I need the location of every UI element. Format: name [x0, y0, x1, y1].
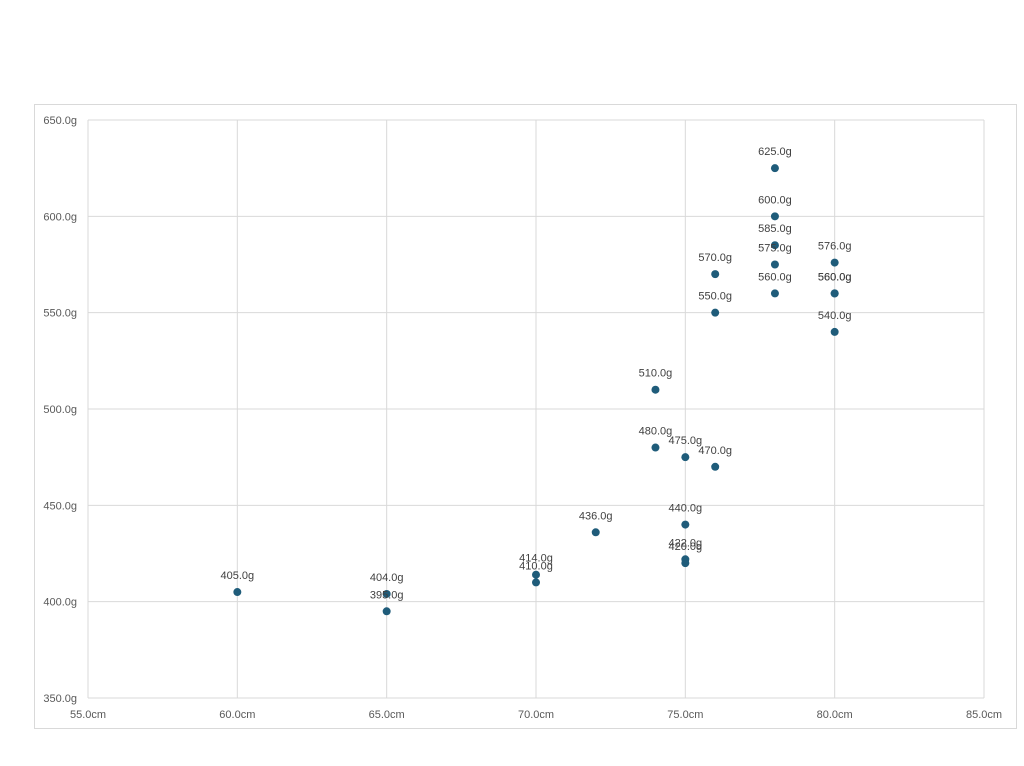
- data-label: 550.0g: [698, 291, 732, 303]
- data-label: 440.0g: [669, 503, 703, 515]
- data-label: 560.0g: [758, 271, 792, 283]
- y-tick-label: 350.0g: [43, 693, 77, 705]
- data-label: 625.0g: [758, 146, 792, 158]
- data-label: 470.0g: [698, 445, 732, 457]
- data-point: [382, 589, 391, 598]
- data-point: [382, 607, 391, 616]
- data-label: 585.0g: [758, 223, 792, 235]
- data-label: 510.0g: [639, 368, 673, 380]
- data-label: 405.0g: [221, 570, 255, 582]
- data-point: [830, 289, 839, 298]
- data-point: [233, 588, 242, 597]
- data-label: 600.0g: [758, 194, 792, 206]
- data-label: 420.0g: [669, 541, 703, 553]
- y-tick-label: 650.0g: [43, 115, 77, 127]
- data-point: [830, 258, 839, 267]
- data-point: [770, 164, 779, 173]
- data-point: [770, 212, 779, 221]
- x-tick-label: 60.0cm: [219, 709, 255, 721]
- data-point: [711, 270, 720, 279]
- data-point: [770, 260, 779, 269]
- data-label: 414.0g: [519, 553, 553, 565]
- data-point: [711, 308, 720, 317]
- data-label: 395.0g: [370, 589, 404, 601]
- data-point: [532, 578, 540, 587]
- y-tick-label: 600.0g: [43, 211, 77, 223]
- data-label: 475.0g: [669, 435, 703, 447]
- data-point: [770, 289, 779, 298]
- y-tick-label: 550.0g: [43, 308, 77, 320]
- data-point: [830, 327, 839, 336]
- data-label: 560.0g: [818, 271, 852, 283]
- data-point: [651, 385, 660, 394]
- data-point: [770, 241, 779, 250]
- data-label: 480.0g: [639, 426, 673, 438]
- data-label: 560.0g: [818, 271, 852, 283]
- data-label: 576.0g: [818, 241, 852, 253]
- x-tick-label: 75.0cm: [667, 709, 703, 721]
- data-point: [591, 528, 600, 537]
- data-point: [681, 559, 690, 568]
- y-tick-label: 400.0g: [43, 597, 77, 609]
- data-point: [532, 570, 540, 579]
- data-label: 404.0g: [370, 572, 404, 584]
- data-point: [651, 443, 660, 452]
- data-label: 570.0g: [698, 252, 732, 264]
- data-point: [711, 462, 720, 471]
- data-label: 575.0g: [758, 243, 792, 255]
- x-tick-label: 80.0cm: [817, 709, 853, 721]
- data-label: 436.0g: [579, 510, 613, 522]
- data-point: [681, 453, 690, 462]
- x-tick-label: 85.0cm: [966, 709, 1002, 721]
- x-tick-label: 70.0cm: [518, 709, 554, 721]
- x-tick-label: 65.0cm: [369, 709, 405, 721]
- data-point: [681, 520, 690, 529]
- data-label: 410.0g: [519, 560, 553, 572]
- data-label: 540.0g: [818, 310, 852, 322]
- chart-area: [34, 104, 1017, 729]
- x-tick-label: 55.0cm: [70, 709, 106, 721]
- y-tick-label: 500.0g: [43, 404, 77, 416]
- data-label: 422.0g: [669, 537, 703, 549]
- y-tick-label: 450.0g: [43, 500, 77, 512]
